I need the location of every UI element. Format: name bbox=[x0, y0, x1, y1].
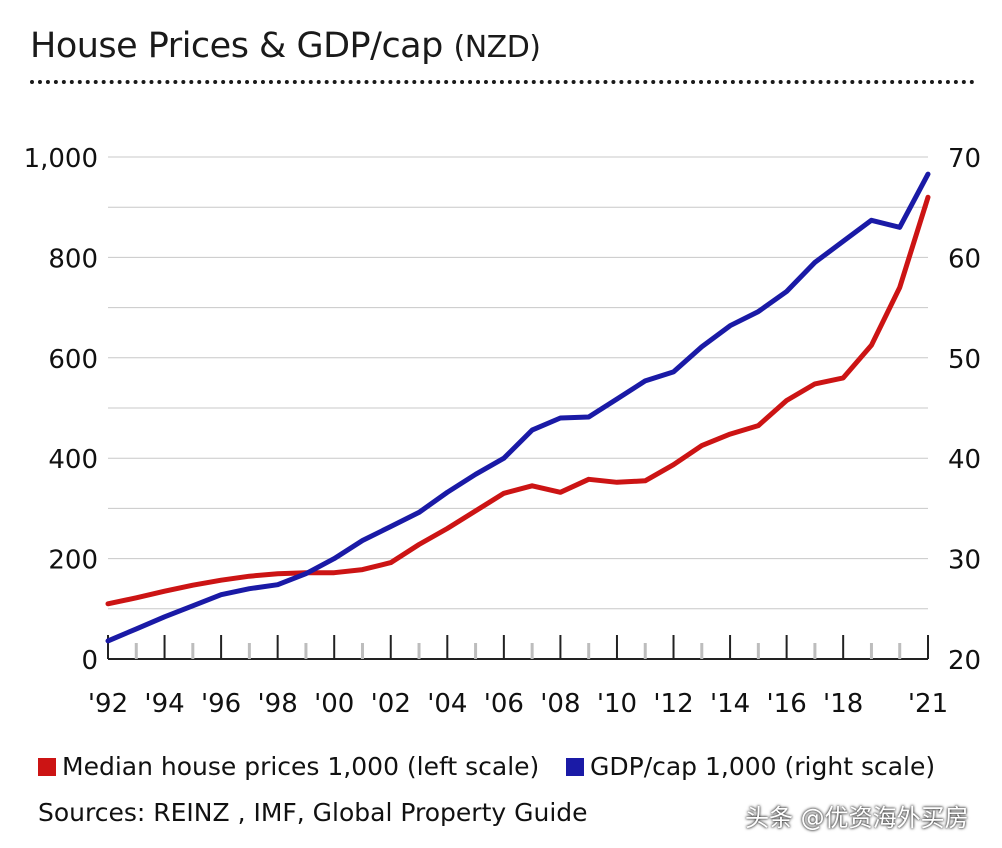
x-tick-label: '92 bbox=[88, 689, 128, 719]
chart-title: House Prices & GDP/cap (NZD) bbox=[30, 26, 541, 66]
right-axis-tick-label: 50 bbox=[948, 345, 981, 375]
x-tick-label: '98 bbox=[258, 689, 298, 719]
legend-label-gdp: GDP/cap 1,000 (right scale) bbox=[590, 752, 936, 781]
legend-label-house-prices: Median house prices 1,000 (left scale) bbox=[62, 752, 540, 781]
x-tick-label: '04 bbox=[427, 689, 467, 719]
left-axis-tick-label: 400 bbox=[48, 445, 98, 475]
legend-swatch-house-prices bbox=[38, 757, 56, 776]
chart-title-unit: (NZD) bbox=[453, 30, 542, 65]
watermark: 头条 @优资海外买房 bbox=[745, 804, 969, 832]
x-tick-label: '96 bbox=[201, 689, 241, 719]
chart-title-main: House Prices & GDP/cap bbox=[30, 26, 443, 66]
left-axis-tick-label: 800 bbox=[48, 244, 98, 274]
left-axis-tick-label: 0 bbox=[81, 646, 98, 676]
x-tick-label: '02 bbox=[371, 689, 411, 719]
x-tick-label: '06 bbox=[484, 689, 524, 719]
legend-item-gdp: GDP/cap 1,000 (right scale) bbox=[566, 752, 935, 781]
right-axis-tick-label: 60 bbox=[948, 244, 981, 274]
line-chart: '92 '94 '96 '98 '00 '02 '04 '06 '08 '10 '12 '14 '16 '… bbox=[24, 144, 982, 719]
left-axis-tick-label: 1,000 bbox=[24, 144, 98, 174]
x-tick-label: '21 bbox=[908, 689, 948, 719]
right-axis-tick-label: 30 bbox=[948, 546, 981, 576]
x-tick-label: '12 bbox=[653, 689, 693, 719]
series-line-house-prices bbox=[105, 194, 931, 607]
x-tick-label: '08 bbox=[540, 689, 580, 719]
x-tick-label: '18 bbox=[823, 689, 863, 719]
left-axis-tick-label: 600 bbox=[48, 345, 98, 375]
right-axis-tick-label: 70 bbox=[948, 144, 981, 174]
right-axis-tick-label: 20 bbox=[948, 646, 981, 676]
left-axis-tick-label: 200 bbox=[48, 546, 98, 576]
title-divider bbox=[30, 80, 975, 84]
x-tick-label: '94 bbox=[144, 689, 184, 719]
legend-item-house-prices: Median house prices 1,000 (left scale) bbox=[38, 752, 539, 781]
legend-swatch-gdp bbox=[566, 757, 584, 776]
x-tick-label: '10 bbox=[597, 689, 637, 719]
x-tick-label: '16 bbox=[767, 689, 807, 719]
series-line-gdp-per-capita bbox=[105, 171, 931, 644]
right-axis-tick-label: 40 bbox=[948, 445, 981, 475]
x-tick-label: '00 bbox=[314, 689, 354, 719]
source-note: Sources: REINZ , IMF, Global Property Gu… bbox=[38, 798, 588, 827]
x-tick-label: '14 bbox=[710, 689, 750, 719]
